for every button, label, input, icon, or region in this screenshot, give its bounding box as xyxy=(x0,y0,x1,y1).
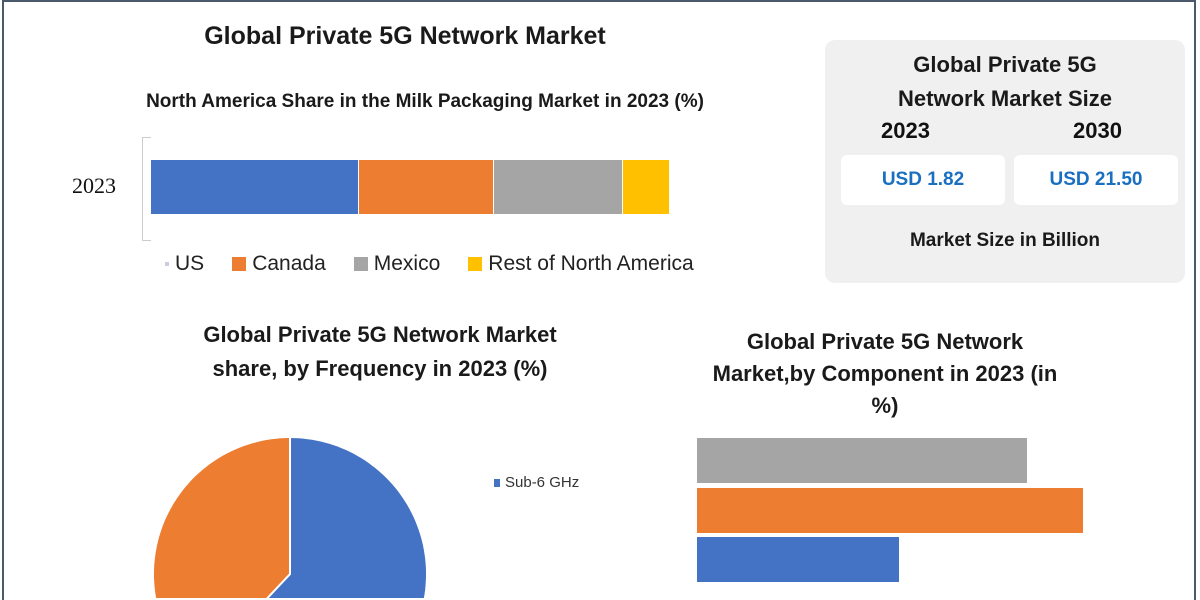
legend-swatch xyxy=(494,478,500,487)
stacked-bar-title: North America Share in the Milk Packagin… xyxy=(146,91,704,112)
category-axis xyxy=(142,137,151,241)
legend-item-us: US xyxy=(165,252,204,276)
main-title: Global Private 5G Network Market xyxy=(204,22,606,50)
component-bar-0 xyxy=(697,438,1028,483)
legend-swatch xyxy=(353,257,368,271)
year-2030: 2030 xyxy=(1073,118,1122,143)
value-2023: USD 1.82 xyxy=(841,155,1005,205)
stacked-bar-legend: US Canada Mexico Rest of North America xyxy=(165,252,694,276)
market-size-note: Market Size in Billion xyxy=(909,230,1101,251)
component-bar-1 xyxy=(697,488,1083,533)
bar-segment-rest-of-north-america xyxy=(623,160,670,214)
pie-chart-title: Global Private 5G Network Market share, … xyxy=(203,322,557,381)
stacked-bar xyxy=(151,160,771,214)
legend-label: Sub-6 GHz xyxy=(505,474,580,491)
bar-segment-us xyxy=(151,160,359,214)
legend-item-mexico: Mexico xyxy=(353,252,441,276)
component-bar-2 xyxy=(697,537,899,582)
legend-label: Canada xyxy=(252,252,326,275)
market-size-panel: Global Private 5G Network Market Size 20… xyxy=(825,40,1185,283)
market-size-title: Global Private 5G Network Market Size xyxy=(898,52,1112,111)
legend-label: Mexico xyxy=(373,252,441,275)
pie-legend-item: Sub-6 GHz xyxy=(494,474,579,491)
legend-swatch xyxy=(232,257,247,271)
legend-label: Rest of North America xyxy=(488,252,694,275)
legend-item-rest: Rest of North America xyxy=(468,252,694,276)
bar-segment-canada xyxy=(358,160,494,214)
value-2030: USD 21.50 xyxy=(1014,155,1178,205)
pie-slice-1 xyxy=(152,436,291,600)
category-label: 2023 xyxy=(72,173,116,198)
legend-item-canada: Canada xyxy=(232,252,326,276)
legend-swatch xyxy=(165,262,169,266)
pie-slice-0 xyxy=(264,435,428,600)
legend-label: US xyxy=(175,252,205,275)
bar-segment-mexico xyxy=(493,160,624,214)
year-2023: 2023 xyxy=(881,118,930,143)
component-chart-title: Global Private 5G Network Market,by Comp… xyxy=(712,329,1058,418)
legend-swatch xyxy=(468,257,483,271)
